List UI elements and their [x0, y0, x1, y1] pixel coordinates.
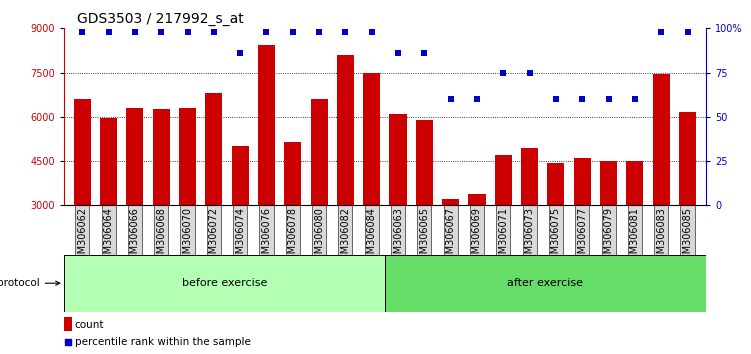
Bar [495, 155, 512, 294]
Point [445, 96, 457, 102]
Bar [152, 109, 170, 294]
Point [208, 29, 220, 35]
Bar [679, 113, 696, 294]
Bar [74, 99, 91, 294]
Point [155, 29, 167, 35]
Bar [416, 120, 433, 294]
Bar [547, 162, 565, 294]
Point [366, 29, 378, 35]
Point [497, 70, 509, 75]
Bar [363, 73, 380, 294]
Point [523, 70, 535, 75]
Text: count: count [75, 320, 104, 330]
Bar [258, 45, 275, 294]
Text: protocol: protocol [0, 278, 60, 288]
Point [234, 50, 246, 56]
Bar [64, 255, 385, 312]
Bar [521, 148, 538, 294]
Point [339, 29, 351, 35]
Point [62, 339, 74, 344]
Bar [653, 74, 670, 294]
Bar [179, 108, 196, 294]
Text: after exercise: after exercise [508, 278, 584, 288]
Point [576, 96, 588, 102]
Point [77, 29, 89, 35]
Point [182, 29, 194, 35]
Point [103, 29, 115, 35]
Text: GDS3503 / 217992_s_at: GDS3503 / 217992_s_at [77, 12, 243, 26]
Point [471, 96, 483, 102]
Bar [600, 161, 617, 294]
Bar [100, 118, 117, 294]
Bar [574, 158, 591, 294]
Point [129, 29, 141, 35]
Point [655, 29, 667, 35]
Bar [64, 317, 71, 331]
Bar [469, 194, 486, 294]
Bar [626, 161, 644, 294]
Point [550, 96, 562, 102]
Point [261, 29, 273, 35]
Bar [205, 93, 222, 294]
Text: before exercise: before exercise [182, 278, 267, 288]
Bar [385, 255, 706, 312]
Point [287, 29, 299, 35]
Point [629, 96, 641, 102]
Bar [284, 142, 301, 294]
Bar [390, 114, 406, 294]
Bar [337, 55, 354, 294]
Point [681, 29, 693, 35]
Point [602, 96, 614, 102]
Point [313, 29, 325, 35]
Point [418, 50, 430, 56]
Point [392, 50, 404, 56]
Bar [126, 108, 143, 294]
Text: percentile rank within the sample: percentile rank within the sample [75, 337, 251, 347]
Bar [231, 146, 249, 294]
Bar [442, 199, 459, 294]
Bar [311, 99, 327, 294]
